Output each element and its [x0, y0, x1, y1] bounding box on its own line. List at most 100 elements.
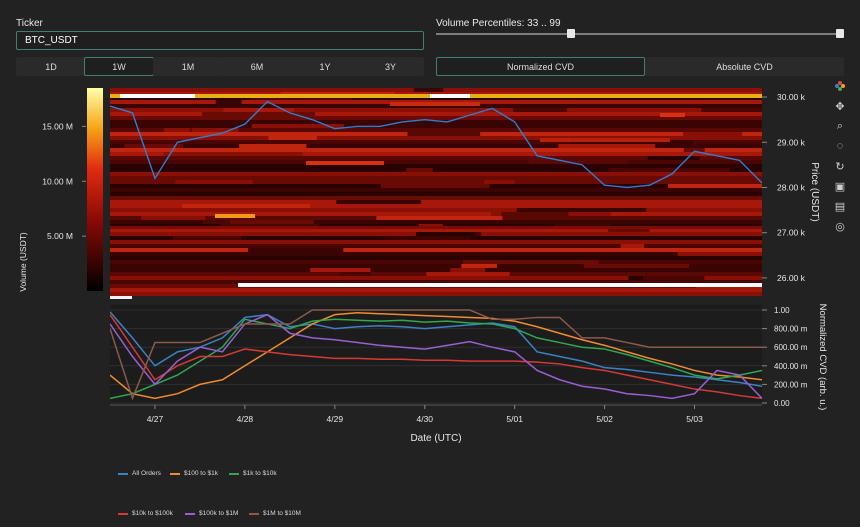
heatmap-row — [110, 140, 762, 144]
percentile-slider-track[interactable] — [436, 33, 844, 35]
heatmap-cell — [620, 244, 645, 248]
heatmap-cell — [179, 88, 229, 92]
heatmap-band — [660, 113, 685, 117]
heatmap-row — [110, 128, 762, 132]
heatmap-row — [110, 268, 762, 272]
ticker-input[interactable] — [16, 31, 424, 50]
heatmap-row — [110, 276, 762, 280]
legend-item[interactable]: $1M to $10M — [249, 510, 301, 517]
heatmap-band — [430, 94, 470, 98]
heatmap-row — [110, 280, 762, 284]
x-tick-label: 5/03 — [686, 414, 703, 424]
logo-icon[interactable] — [832, 78, 848, 94]
heatmap-row — [110, 124, 762, 128]
heatmap-cell — [268, 136, 317, 140]
x-axis-label: Date (UTC) — [410, 433, 461, 444]
heatmap-row — [110, 256, 762, 260]
legend-item[interactable]: All Orders — [118, 470, 161, 477]
legend-label: All Orders — [132, 470, 161, 477]
range-button-1w[interactable]: 1W — [84, 57, 154, 76]
plot-toolbar: ✥ ⌕ ◌ ↻ ▣ ▤ ◎ — [832, 78, 848, 238]
range-button-1y[interactable]: 1Y — [290, 57, 360, 76]
zoom-icon[interactable]: ⌕ — [836, 119, 844, 132]
percentile-high-handle[interactable] — [835, 29, 844, 38]
heatmap-cell — [641, 208, 712, 212]
heatmap-cell — [608, 228, 650, 232]
legend-item[interactable]: $100k to $1M — [185, 510, 238, 517]
legend-swatch — [118, 472, 128, 475]
heatmap-cell — [462, 260, 599, 264]
price-axis-label: Price (USDT) — [809, 162, 820, 221]
hover-icon[interactable]: ▤ — [834, 200, 846, 213]
legend-swatch — [118, 512, 128, 515]
heatmap-cell — [501, 212, 569, 216]
x-axis-ticks: 4/27 4/28 4/29 4/30 5/01 5/02 5/03 — [147, 405, 703, 424]
cvd-series — [110, 309, 762, 401]
range-button-1d[interactable]: 1D — [16, 57, 86, 76]
percentile-low-handle[interactable] — [566, 29, 575, 38]
heatmap-cell — [277, 244, 339, 248]
crosshair-icon[interactable]: ◎ — [835, 220, 845, 233]
heatmap-row — [110, 212, 762, 216]
range-button-6m[interactable]: 6M — [222, 57, 292, 76]
legend-item[interactable]: $100 to $1k — [170, 470, 218, 477]
cvd-tick-label: 800.00 m — [774, 325, 808, 334]
range-button-1m[interactable]: 1M — [153, 57, 223, 76]
mode-button-normalized-cvd[interactable]: Normalized CVD — [436, 57, 645, 76]
heatmap-cell — [415, 232, 476, 236]
volume-axis-label: Volume (USDT) — [18, 232, 28, 292]
heatmap-band — [120, 94, 195, 98]
percentile-label: Volume Percentiles: 33 .. 99 — [436, 18, 561, 29]
heatmap-row — [110, 200, 762, 204]
heatmap-row — [110, 156, 762, 160]
legend-item[interactable]: $10k to $100k — [118, 510, 173, 517]
range-button-3y[interactable]: 3Y — [357, 57, 424, 76]
heatmap-cell — [380, 184, 490, 188]
heatmap-cell — [247, 248, 344, 252]
cvd-axis-ticks: 1.00 800.00 m 600.00 m 400.00 m 200.00 m 0.00 — [762, 306, 808, 408]
heatmap-cell — [172, 236, 242, 240]
cvd-axis-label: Normalized CVD (arb. u.) — [817, 304, 828, 411]
heatmap-row — [110, 164, 762, 168]
cvd-line-100-to-1k — [110, 312, 762, 400]
colorbar-tick-label: 5.00 M — [47, 231, 73, 241]
heatmap-band — [306, 161, 384, 165]
heatmap-row — [110, 144, 762, 148]
pan-icon[interactable]: ✥ — [835, 100, 845, 113]
heatmap-cell — [461, 264, 498, 268]
heatmap-row — [110, 196, 762, 200]
heatmap-cell — [391, 156, 427, 160]
heatmap-cell — [336, 200, 422, 204]
colorbar-tick-label: 10.00 M — [42, 176, 73, 186]
legend-swatch — [185, 512, 195, 515]
heatmap-row — [110, 120, 762, 124]
heatmap-cell — [383, 236, 471, 240]
colorbar-ticks: 15.00 M 10.00 M 5.00 M — [42, 121, 86, 241]
price-axis-ticks: 30.00 k 29.00 k 28.00 k 27.00 k 26.00 k — [762, 92, 806, 283]
heatmap-row — [110, 204, 762, 208]
heatmap-cell — [202, 112, 315, 116]
reset-icon[interactable]: ↻ — [835, 160, 845, 173]
lasso-icon[interactable]: ◌ — [836, 140, 844, 152]
heatmap-row — [110, 260, 762, 264]
cvd-tick-label: 1.00 — [774, 306, 790, 315]
heatmap-band — [215, 214, 255, 218]
cvd-line-1k-to-10k — [110, 318, 762, 400]
heatmap-cell — [239, 144, 307, 148]
save-icon[interactable]: ▣ — [834, 180, 846, 193]
cvd-line-10k-to-100k — [110, 314, 762, 400]
legend-swatch — [229, 472, 239, 475]
cvd-line-1m-to-10m — [110, 309, 762, 401]
heatmap-cell — [340, 272, 371, 276]
heatmap-band — [238, 283, 762, 287]
heatmap-row — [110, 292, 762, 296]
heatmap-cell — [175, 180, 253, 184]
cvd-tick-label: 600.00 m — [774, 343, 808, 352]
cvd-line-100k-to-1m — [110, 313, 762, 400]
x-tick-label: 5/01 — [506, 414, 523, 424]
heatmap-row — [110, 252, 762, 256]
heatmap-row — [110, 264, 762, 268]
legend-item[interactable]: $1k to $10k — [229, 470, 277, 477]
heatmap-cell — [562, 276, 694, 280]
mode-button-absolute-cvd[interactable]: Absolute CVD — [645, 57, 844, 76]
